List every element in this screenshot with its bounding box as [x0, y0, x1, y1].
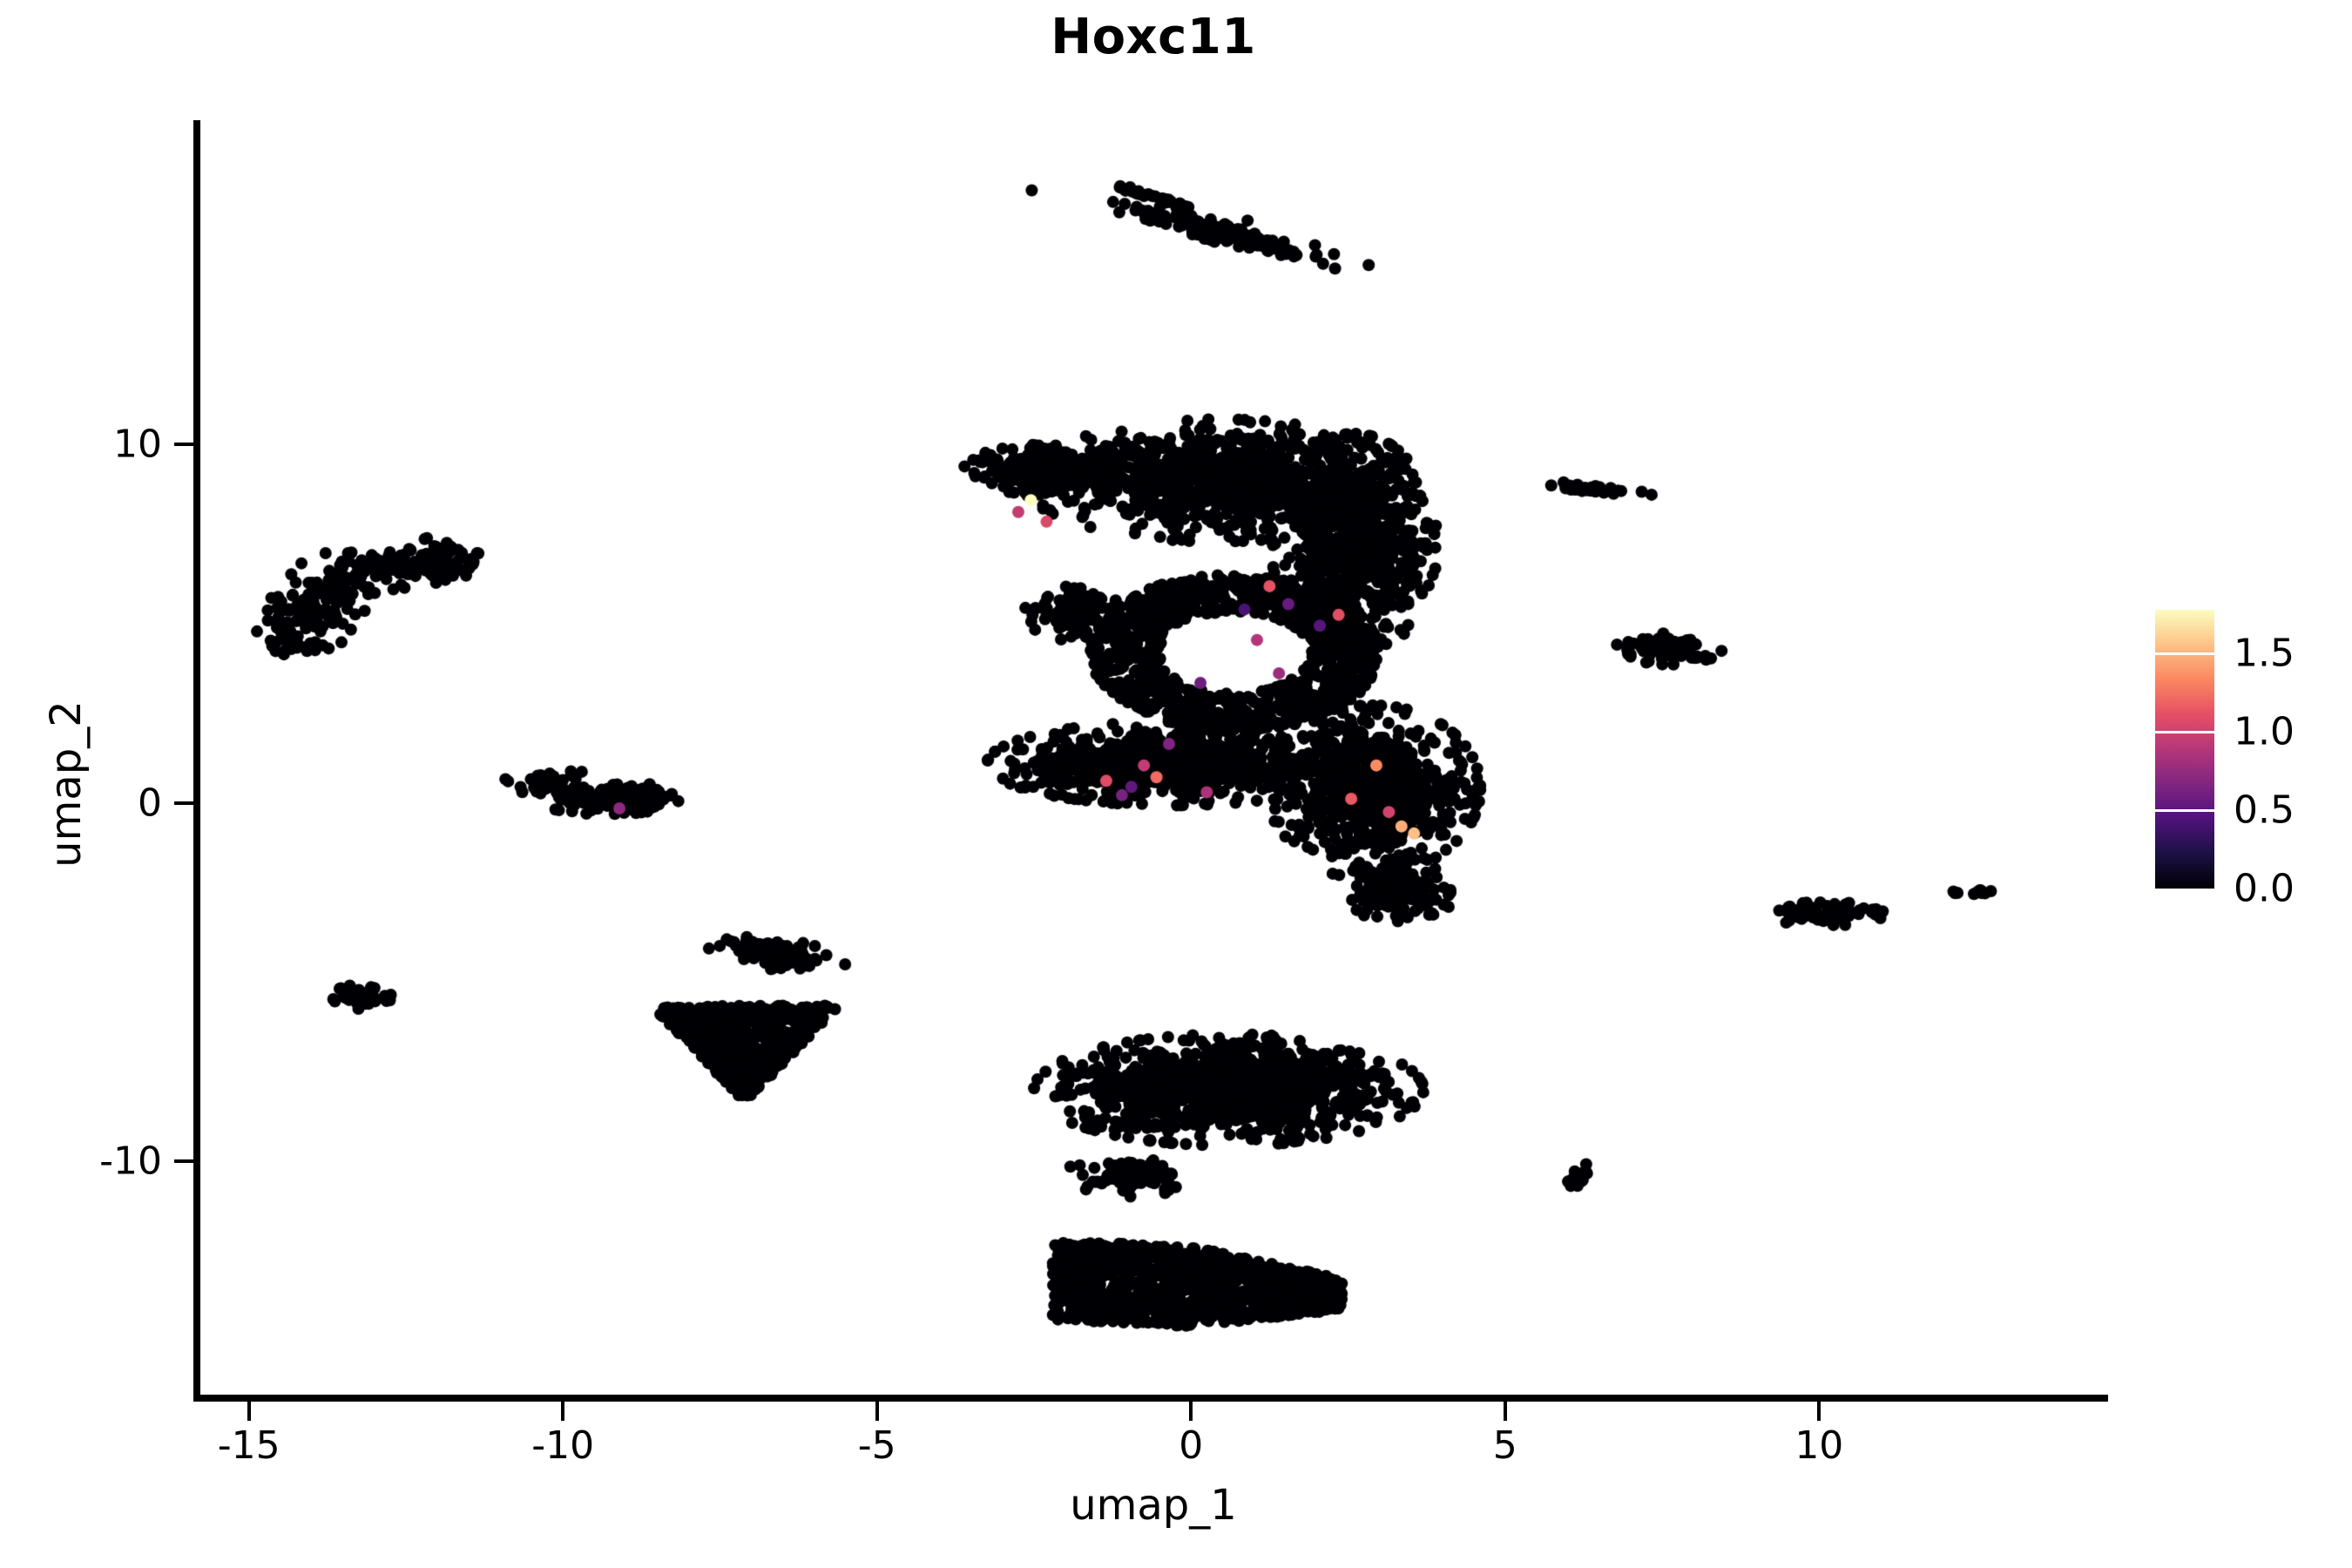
y-tick-label: 10 [113, 422, 162, 467]
page-title: Hoxc11 [1051, 9, 1256, 65]
y-tick-label: 0 [138, 781, 162, 826]
colorbar: 0.0 0.5 1.0 1.5 [2155, 610, 2329, 911]
x-axis-spine [193, 1395, 2108, 1402]
y-tick-mark [174, 443, 193, 447]
y-axis-label: umap_2 [42, 700, 91, 868]
y-tick-mark [174, 1159, 193, 1164]
x-tick-mark [875, 1402, 879, 1421]
scatter-plot [199, 122, 2108, 1398]
y-axis-label-wrap: umap_2 [26, 0, 106, 1568]
plot-area [199, 122, 2108, 1398]
colorbar-tick-label: 1.0 [2234, 709, 2295, 754]
x-tick-mark [1817, 1402, 1821, 1421]
x-tick-label: -10 [531, 1423, 595, 1468]
x-tick-label: 0 [1179, 1423, 1204, 1468]
x-tick-label: 10 [1794, 1423, 1844, 1468]
x-tick-label: -5 [857, 1423, 896, 1468]
colorbar-tick-label: 0.5 [2234, 787, 2295, 833]
y-tick-mark [174, 801, 193, 805]
colorbar-tick-label: 1.5 [2234, 631, 2295, 676]
colorbar-tick-mark [2155, 808, 2214, 812]
x-tick-mark [247, 1402, 251, 1421]
y-tick-label: -10 [99, 1139, 162, 1184]
colorbar-tick-mark [2155, 730, 2214, 733]
colorbar-tick-mark [2155, 652, 2214, 655]
y-axis-spine [193, 120, 200, 1402]
x-tick-mark [1189, 1402, 1193, 1421]
colorbar-tick-label: 0.0 [2234, 866, 2295, 911]
x-tick-label: 5 [1492, 1423, 1517, 1468]
colorbar-gradient [2155, 610, 2214, 889]
x-axis-label: umap_1 [1070, 1481, 1237, 1530]
x-tick-mark [1503, 1402, 1507, 1421]
x-tick-mark [561, 1402, 565, 1421]
x-tick-label: -15 [217, 1423, 280, 1468]
